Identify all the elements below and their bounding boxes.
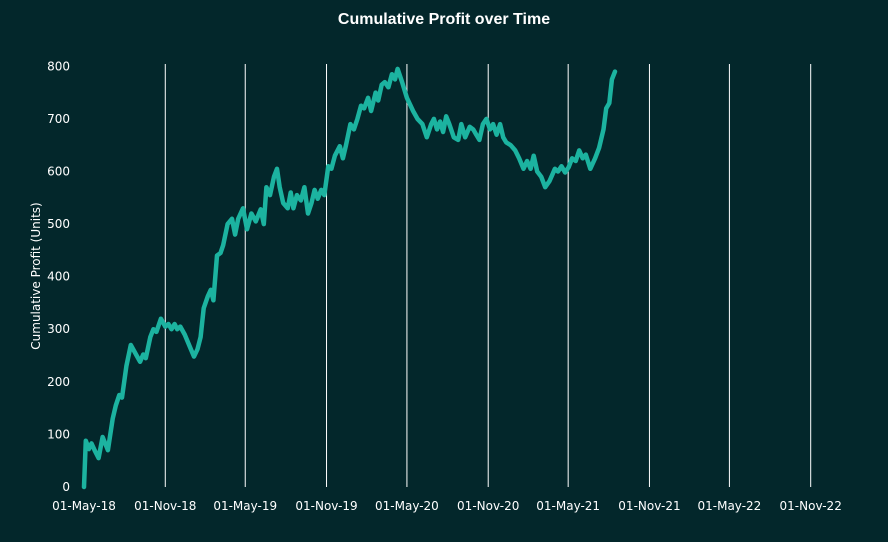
x-tick-label: 01-Nov-22 [780,499,842,513]
x-tick-label: 01-May-20 [375,499,439,513]
y-tick-label: 800 [47,59,70,73]
y-tick-label: 100 [47,427,70,441]
y-tick-label: 600 [47,164,70,178]
grid-layer [164,64,812,487]
x-tick-label: 01-Nov-21 [618,499,680,513]
axis-layer: 01-May-18 01-Nov-18 01-May-19 01-Nov-19 01-M… [47,59,842,513]
x-tick-label: 01-May-21 [536,499,600,513]
y-tick-label: 400 [47,270,70,284]
chart-title: Cumulative Profit over Time [337,11,551,28]
y-tick-label: 500 [47,217,70,231]
y-tick-label: 700 [47,112,70,126]
x-tick-label: 01-May-22 [698,499,762,513]
x-tick-label: 01-Nov-19 [295,499,357,513]
y-tick-label: 200 [47,375,70,389]
x-tick-label: 01-Nov-20 [457,499,519,513]
x-tick-label: 01-May-18 [52,499,116,513]
x-tick-label: 01-Nov-18 [134,499,196,513]
x-tick-label: 01-May-19 [213,499,277,513]
series-layer [81,66,618,490]
y-axis-label: Cumulative Profit (Units) [29,202,43,349]
y-tick-label: 0 [62,480,70,494]
y-tick-label: 300 [47,322,70,336]
series-line [81,66,618,490]
